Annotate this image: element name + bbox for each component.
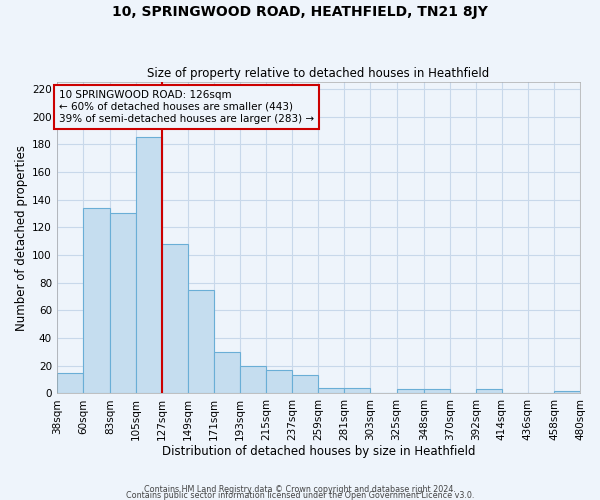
Bar [240,366,266,394]
Bar [136,138,162,394]
Bar [554,390,580,394]
Text: Contains HM Land Registry data © Crown copyright and database right 2024.: Contains HM Land Registry data © Crown c… [144,484,456,494]
Text: Contains public sector information licensed under the Open Government Licence v3: Contains public sector information licen… [126,490,474,500]
Bar [292,376,319,394]
Bar [214,352,240,394]
Bar [188,290,214,394]
Bar [319,388,344,394]
Bar [162,244,188,394]
Bar [344,388,370,394]
Bar [476,389,502,394]
Text: 10 SPRINGWOOD ROAD: 126sqm
← 60% of detached houses are smaller (443)
39% of sem: 10 SPRINGWOOD ROAD: 126sqm ← 60% of deta… [59,90,314,124]
Bar [57,372,83,394]
Bar [397,389,424,394]
Y-axis label: Number of detached properties: Number of detached properties [15,144,28,330]
Bar [424,389,450,394]
Bar [110,214,136,394]
Title: Size of property relative to detached houses in Heathfield: Size of property relative to detached ho… [147,66,490,80]
X-axis label: Distribution of detached houses by size in Heathfield: Distribution of detached houses by size … [161,444,475,458]
Bar [83,208,110,394]
Text: 10, SPRINGWOOD ROAD, HEATHFIELD, TN21 8JY: 10, SPRINGWOOD ROAD, HEATHFIELD, TN21 8J… [112,5,488,19]
Bar [266,370,292,394]
